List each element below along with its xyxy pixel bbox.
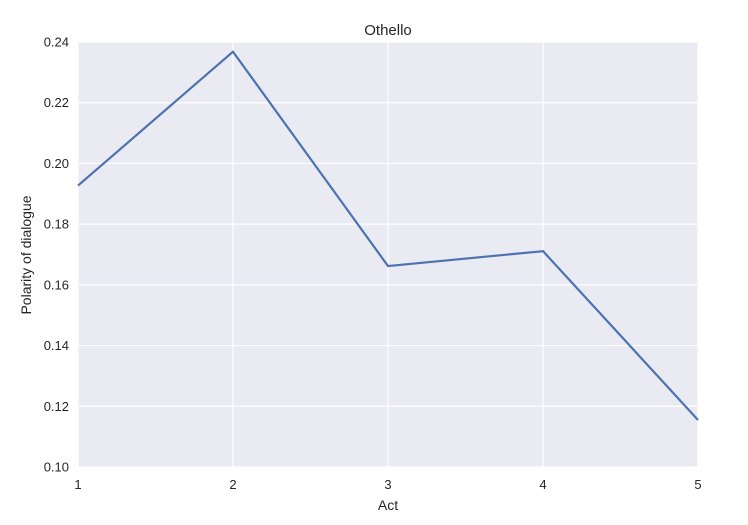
y-tick-label: 0.12 [44, 399, 69, 414]
x-tick-label: 3 [384, 477, 391, 492]
y-tick-label: 0.16 [44, 277, 69, 292]
x-tick-labels: 1 2 3 4 5 [74, 477, 701, 492]
x-tick-label: 1 [74, 477, 81, 492]
grid-lines [77, 41, 699, 468]
y-tick-labels: 0.10 0.12 0.14 0.16 0.18 0.20 0.22 0.24 [44, 35, 69, 475]
series-layer [77, 50, 699, 421]
y-tick-label: 0.24 [44, 35, 69, 50]
y-axis-label: Polarity of dialogue [18, 195, 34, 314]
y-tick-label: 0.14 [44, 338, 69, 353]
y-tick-label: 0.22 [44, 95, 69, 110]
series-line [77, 50, 699, 421]
x-tick-label: 4 [539, 477, 546, 492]
x-tick-label: 5 [694, 477, 701, 492]
y-tick-label: 0.18 [44, 217, 69, 232]
x-axis-label: Act [378, 497, 398, 513]
y-tick-label: 0.20 [44, 156, 69, 171]
x-tick-label: 2 [229, 477, 236, 492]
y-tick-label: 0.10 [44, 460, 69, 475]
chart-title: Othello [364, 22, 412, 39]
